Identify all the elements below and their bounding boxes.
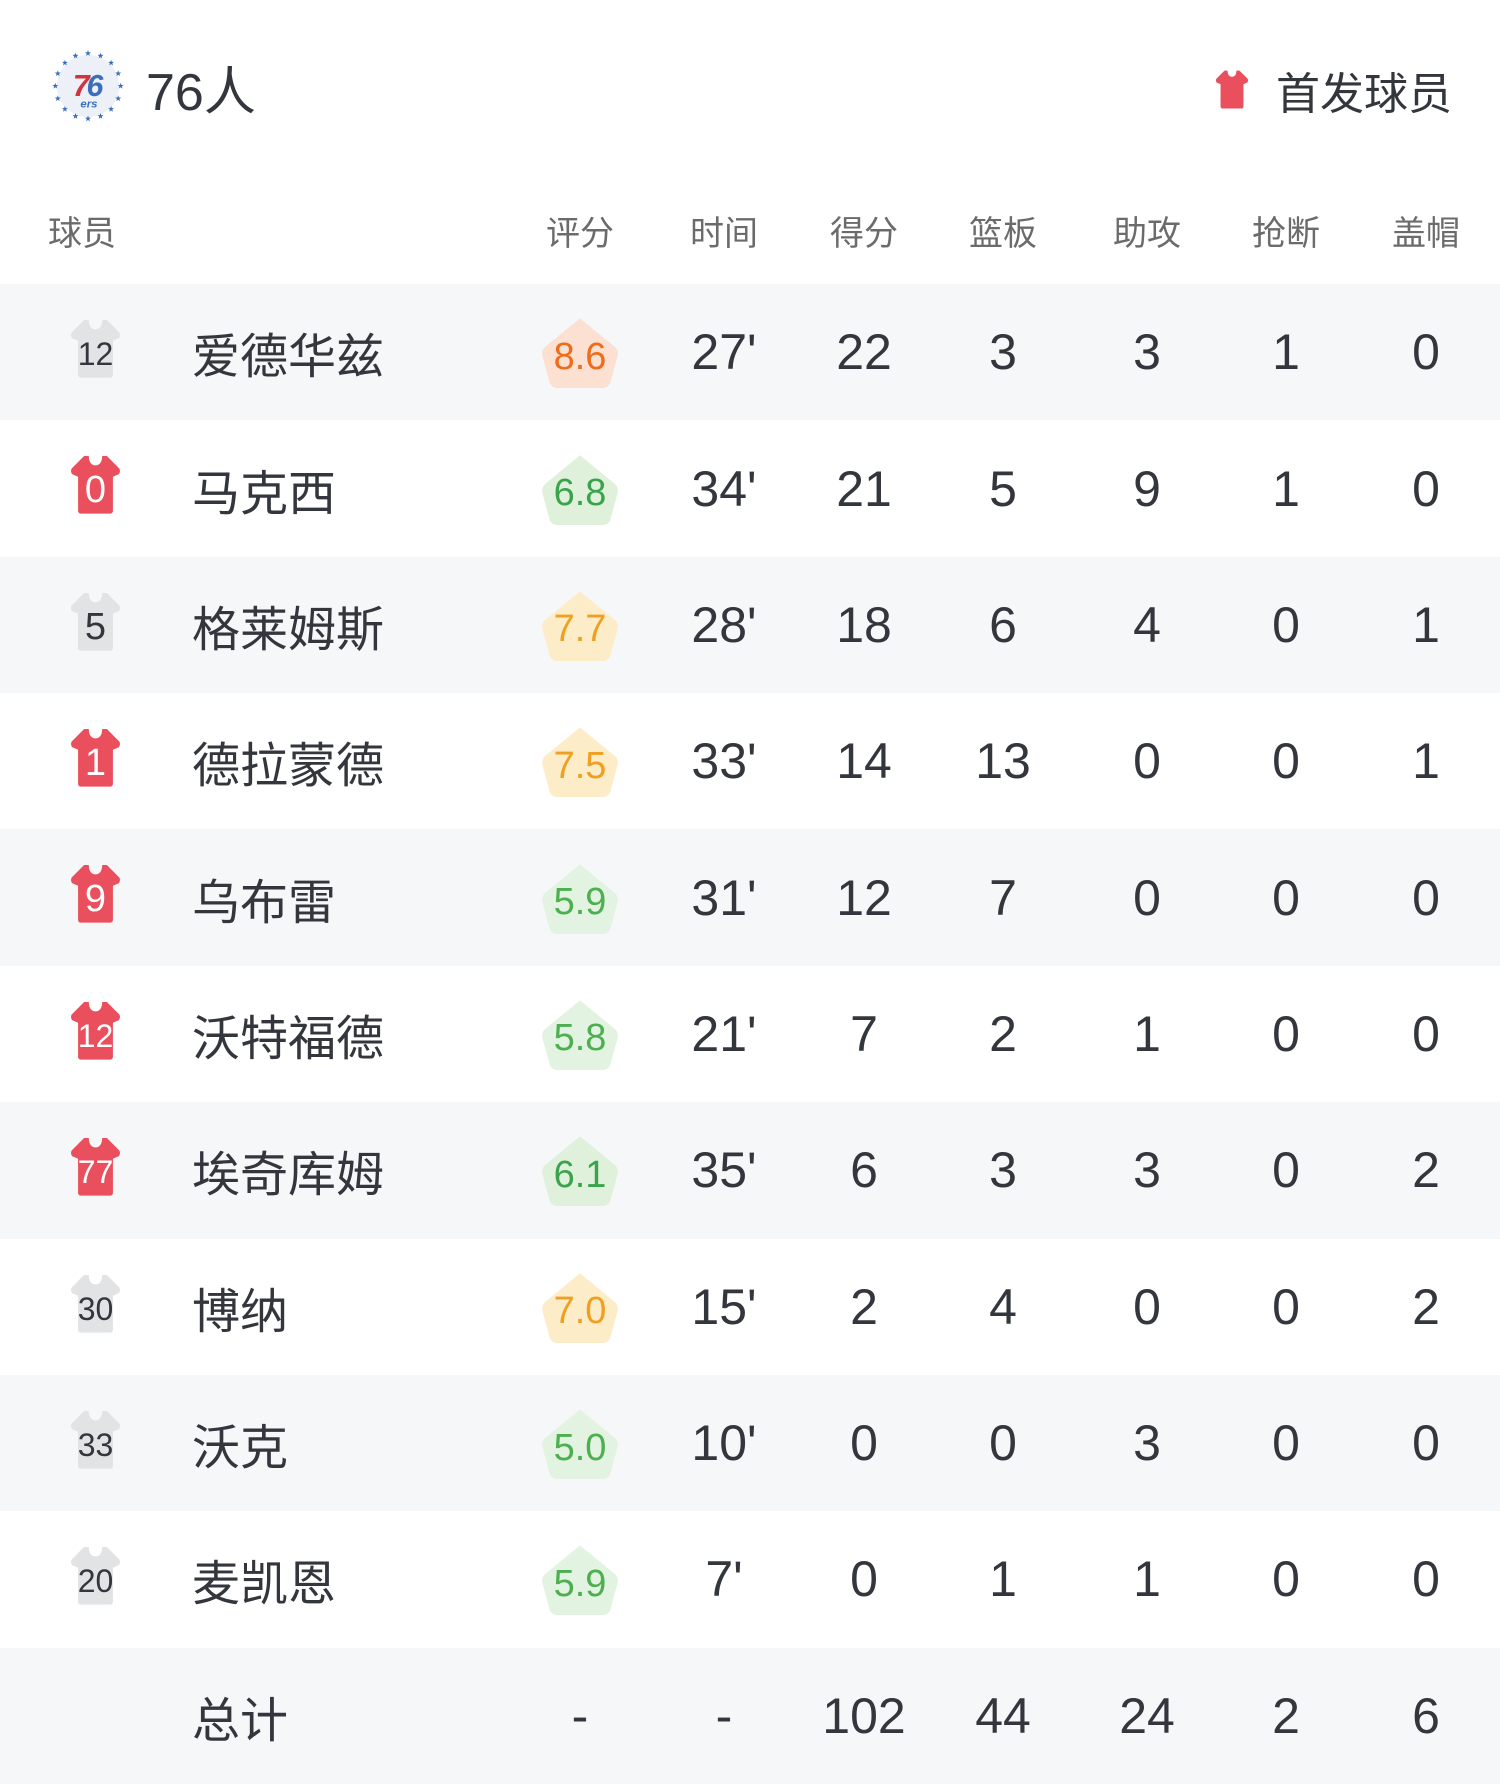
svg-text:ers: ers (80, 98, 97, 110)
